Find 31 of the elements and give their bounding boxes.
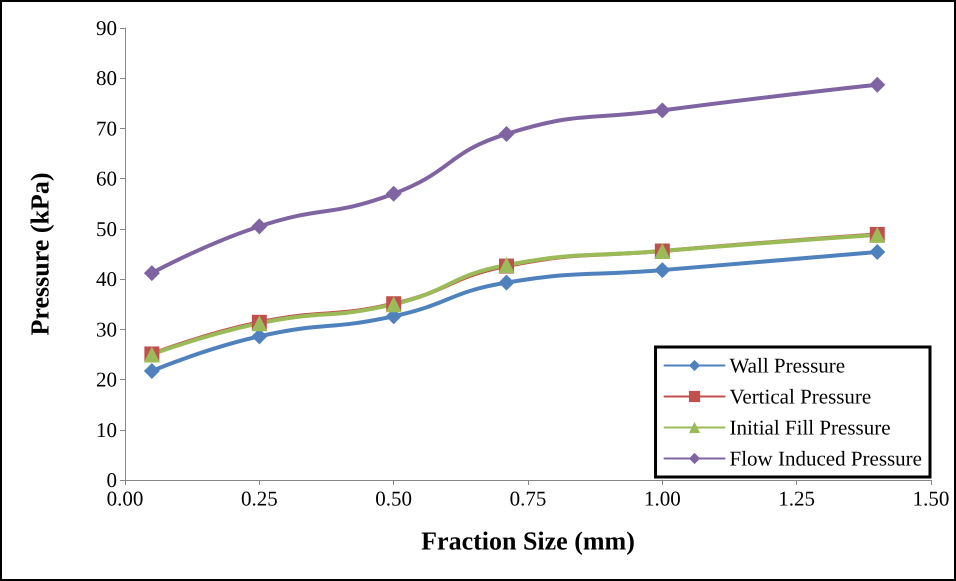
- point: [869, 244, 886, 260]
- point: [498, 126, 515, 142]
- x-tick-label: 1.50: [912, 486, 950, 510]
- y-tick-label: 90: [96, 16, 117, 40]
- y-tick-label: 40: [96, 267, 117, 292]
- x-tick-label: 1.25: [778, 486, 816, 510]
- y-tick-label: 70: [96, 116, 117, 140]
- y-tick-label: 20: [96, 368, 117, 392]
- point: [869, 76, 886, 93]
- legend-label: Vertical Pressure: [730, 384, 872, 408]
- x-tick-label: 0.75: [510, 486, 546, 510]
- x-tick-label: 0.25: [240, 486, 278, 510]
- legend-label: Flow Induced Pressure: [730, 446, 922, 470]
- point: [251, 218, 268, 234]
- x-tick-label: 0.50: [375, 486, 412, 510]
- point: [498, 274, 515, 291]
- point: [144, 363, 160, 380]
- legend-label: Initial Fill Pressure: [730, 416, 891, 440]
- point: [386, 186, 402, 202]
- y-tick-label: 80: [96, 66, 117, 90]
- point: [144, 265, 160, 282]
- legend-label: Wall Pressure: [730, 354, 846, 378]
- y-tick-label: 60: [96, 166, 117, 191]
- x-tick-label: 1.00: [644, 486, 681, 510]
- point: [654, 102, 670, 118]
- y-tick-label: 30: [96, 317, 117, 342]
- point: [654, 262, 670, 278]
- y-tick-label: 50: [96, 216, 117, 241]
- x-axis-title: Fraction Size (mm): [421, 526, 635, 556]
- y-axis-title: Pressure (kPa): [26, 172, 54, 336]
- y-tick-label: 10: [96, 418, 117, 442]
